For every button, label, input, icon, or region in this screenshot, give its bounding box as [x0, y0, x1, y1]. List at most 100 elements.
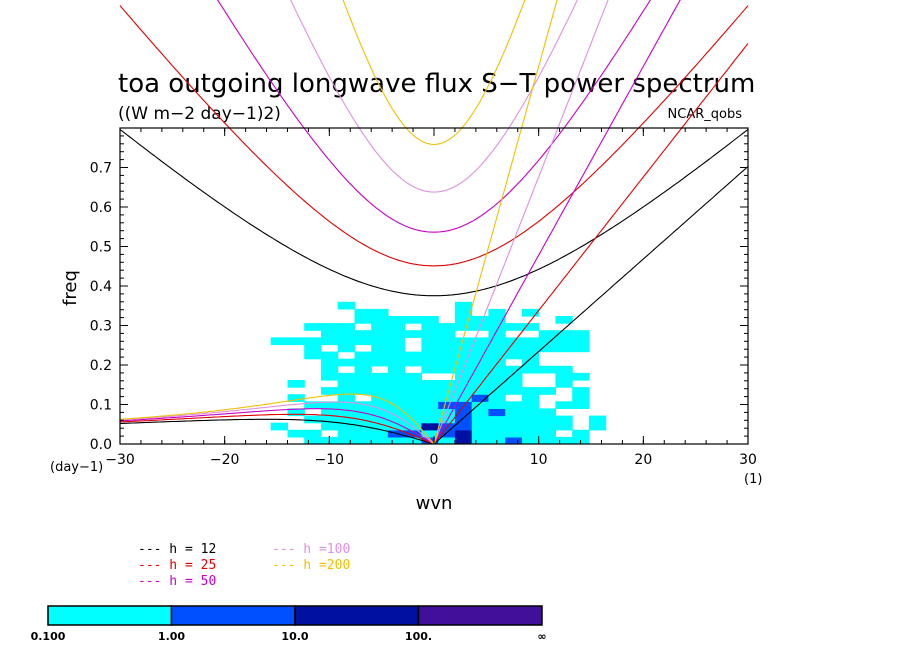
y-tick-label: 0.1 — [90, 398, 112, 414]
color-bar-swatch — [47, 605, 173, 626]
contour-cell — [421, 408, 439, 417]
contour-cell — [304, 344, 322, 353]
contour-cell — [387, 401, 406, 409]
contour-cell — [371, 351, 389, 360]
contour-cell — [387, 365, 406, 374]
x-tick-label: 0 — [430, 452, 439, 468]
contour-cell — [555, 401, 573, 409]
contour-cell — [555, 422, 573, 431]
contour-cell — [321, 351, 339, 360]
contour-cell — [538, 415, 556, 424]
contour-cell — [321, 323, 339, 331]
contour-cell — [454, 337, 473, 346]
contour-cell — [471, 316, 489, 324]
contour-cell — [337, 358, 355, 367]
contour-cell — [521, 415, 540, 424]
color-bar-label: 0.100 — [31, 630, 66, 643]
contour-cell — [371, 344, 389, 353]
y-tick-label: 0.6 — [90, 200, 112, 216]
ig-curve — [342, 0, 526, 145]
rossby-curve — [119, 393, 435, 445]
contour-cell — [454, 358, 473, 367]
contour-cell — [521, 308, 540, 317]
contour-cell — [387, 323, 406, 331]
contour-cell — [354, 308, 372, 317]
color-bar-label: 10.0 — [281, 630, 308, 643]
contour-cell — [371, 337, 389, 346]
contour-cell — [387, 372, 406, 381]
contour-cell — [521, 337, 540, 346]
contour-cell — [387, 422, 406, 431]
ig-curve — [217, 0, 651, 233]
contour-cell — [421, 429, 439, 438]
source-label: NCAR_qobs — [668, 107, 743, 122]
contour-cell — [471, 337, 489, 346]
contour-cell — [471, 344, 489, 353]
contour-cell — [371, 380, 389, 388]
contour-cell — [387, 408, 406, 417]
contour-cell — [387, 330, 406, 338]
contour-cell — [354, 387, 372, 395]
contour-cell — [488, 394, 506, 402]
contour-cell — [321, 408, 339, 417]
contour-cell — [438, 344, 456, 353]
contour-cell — [572, 429, 590, 438]
contour-cell — [538, 344, 556, 353]
contour-cell — [505, 372, 523, 381]
contour-cell — [488, 344, 506, 353]
legend-entry: --- h =100 — [272, 542, 350, 557]
x-axis-label: wvn — [416, 493, 453, 514]
contour-cell — [304, 401, 322, 409]
contour-cell — [404, 415, 422, 424]
contour-cell — [354, 380, 372, 388]
chart-title: toa outgoing longwave flux S−T power spe… — [118, 69, 755, 99]
contour-cell — [371, 436, 389, 444]
contour-cell — [371, 429, 389, 438]
contour-cell — [354, 337, 372, 346]
contour-cell — [337, 380, 355, 388]
kelvin-curve — [433, 0, 609, 445]
x-tick-label: 20 — [634, 452, 652, 468]
contour-cell — [354, 401, 372, 409]
contour-cell — [421, 401, 439, 409]
contour-cell — [354, 436, 372, 444]
chart-subtitle: ((W m−2 day−1)2) — [118, 104, 281, 124]
rossby-curve — [119, 413, 435, 445]
contour-cell — [521, 344, 540, 353]
x-unit-label: (1) — [744, 472, 762, 487]
contour-cell — [471, 351, 489, 360]
contour-cell — [538, 365, 556, 374]
ig-curve — [119, 128, 749, 297]
legend-entry: --- h = 25 — [138, 558, 216, 573]
contour-cell — [421, 365, 439, 374]
contour-cell — [488, 380, 506, 388]
contour-cell — [404, 401, 422, 409]
contour-cell — [572, 344, 590, 353]
contour-cell — [371, 308, 389, 317]
contour-cell — [454, 308, 473, 317]
contour-cell — [371, 372, 389, 381]
contour-cell — [304, 323, 322, 331]
contour-cell — [555, 380, 573, 388]
contour-cell — [421, 344, 439, 353]
contour-cell — [304, 337, 322, 346]
contour-cell — [488, 422, 506, 431]
contour-cell — [304, 351, 322, 360]
y-tick-label: 0.4 — [90, 279, 112, 295]
contour-cell — [438, 330, 456, 338]
contour-cell — [404, 387, 422, 395]
contour-cell — [404, 408, 422, 417]
y-tick-label: 0.0 — [90, 437, 112, 453]
contour-cell — [371, 422, 389, 431]
contour-cell — [337, 330, 355, 338]
contour-cell — [354, 358, 372, 367]
contour-cell — [371, 387, 389, 395]
contour-cell — [287, 337, 305, 346]
contour-cell — [538, 436, 556, 444]
contour-cell — [287, 408, 305, 417]
contour-cell — [371, 401, 389, 409]
contour-cell — [454, 344, 473, 353]
contour-cell — [505, 323, 523, 331]
contour-cell — [521, 323, 540, 331]
contour-cell — [572, 394, 590, 402]
